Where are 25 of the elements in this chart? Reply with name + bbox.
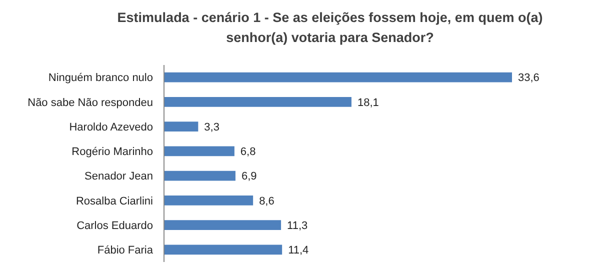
y-tick-label: Rogério Marinho [72, 146, 153, 158]
y-tick-label: Haroldo Azevedo [69, 121, 153, 134]
bar [164, 196, 254, 206]
data-label: 6,9 [241, 170, 257, 183]
y-tick-label: Rosalba Ciarlini [76, 195, 153, 208]
y-tick-label: Senador Jean [84, 170, 153, 183]
chart-title: Estimulada - cenário 1 - Se as eleições fossem hoje, em quem o(a) senhor(a) votaria para Senador? [117, 10, 543, 45]
data-label: 3,3 [204, 121, 220, 134]
bar [164, 220, 282, 230]
data-label: 18,1 [357, 96, 379, 109]
bar [164, 97, 352, 107]
y-tick-label: Fábio Faria [97, 244, 154, 257]
bar [164, 170, 236, 181]
data-label: 6,8 [240, 146, 256, 158]
y-tick-label: Ninguém branco nulo [48, 72, 153, 84]
bar [164, 244, 282, 255]
data-label: 11,3 [287, 220, 308, 232]
data-label: 11,4 [288, 244, 309, 257]
data-label: 33,6 [518, 72, 540, 84]
bar [164, 72, 512, 82]
data-label: 8,6 [259, 195, 274, 208]
bar [164, 122, 198, 132]
y-tick-label: Carlos Eduardo [76, 220, 153, 232]
bar [164, 146, 234, 156]
y-tick-label: Não sabe Não respondeu [28, 96, 153, 109]
